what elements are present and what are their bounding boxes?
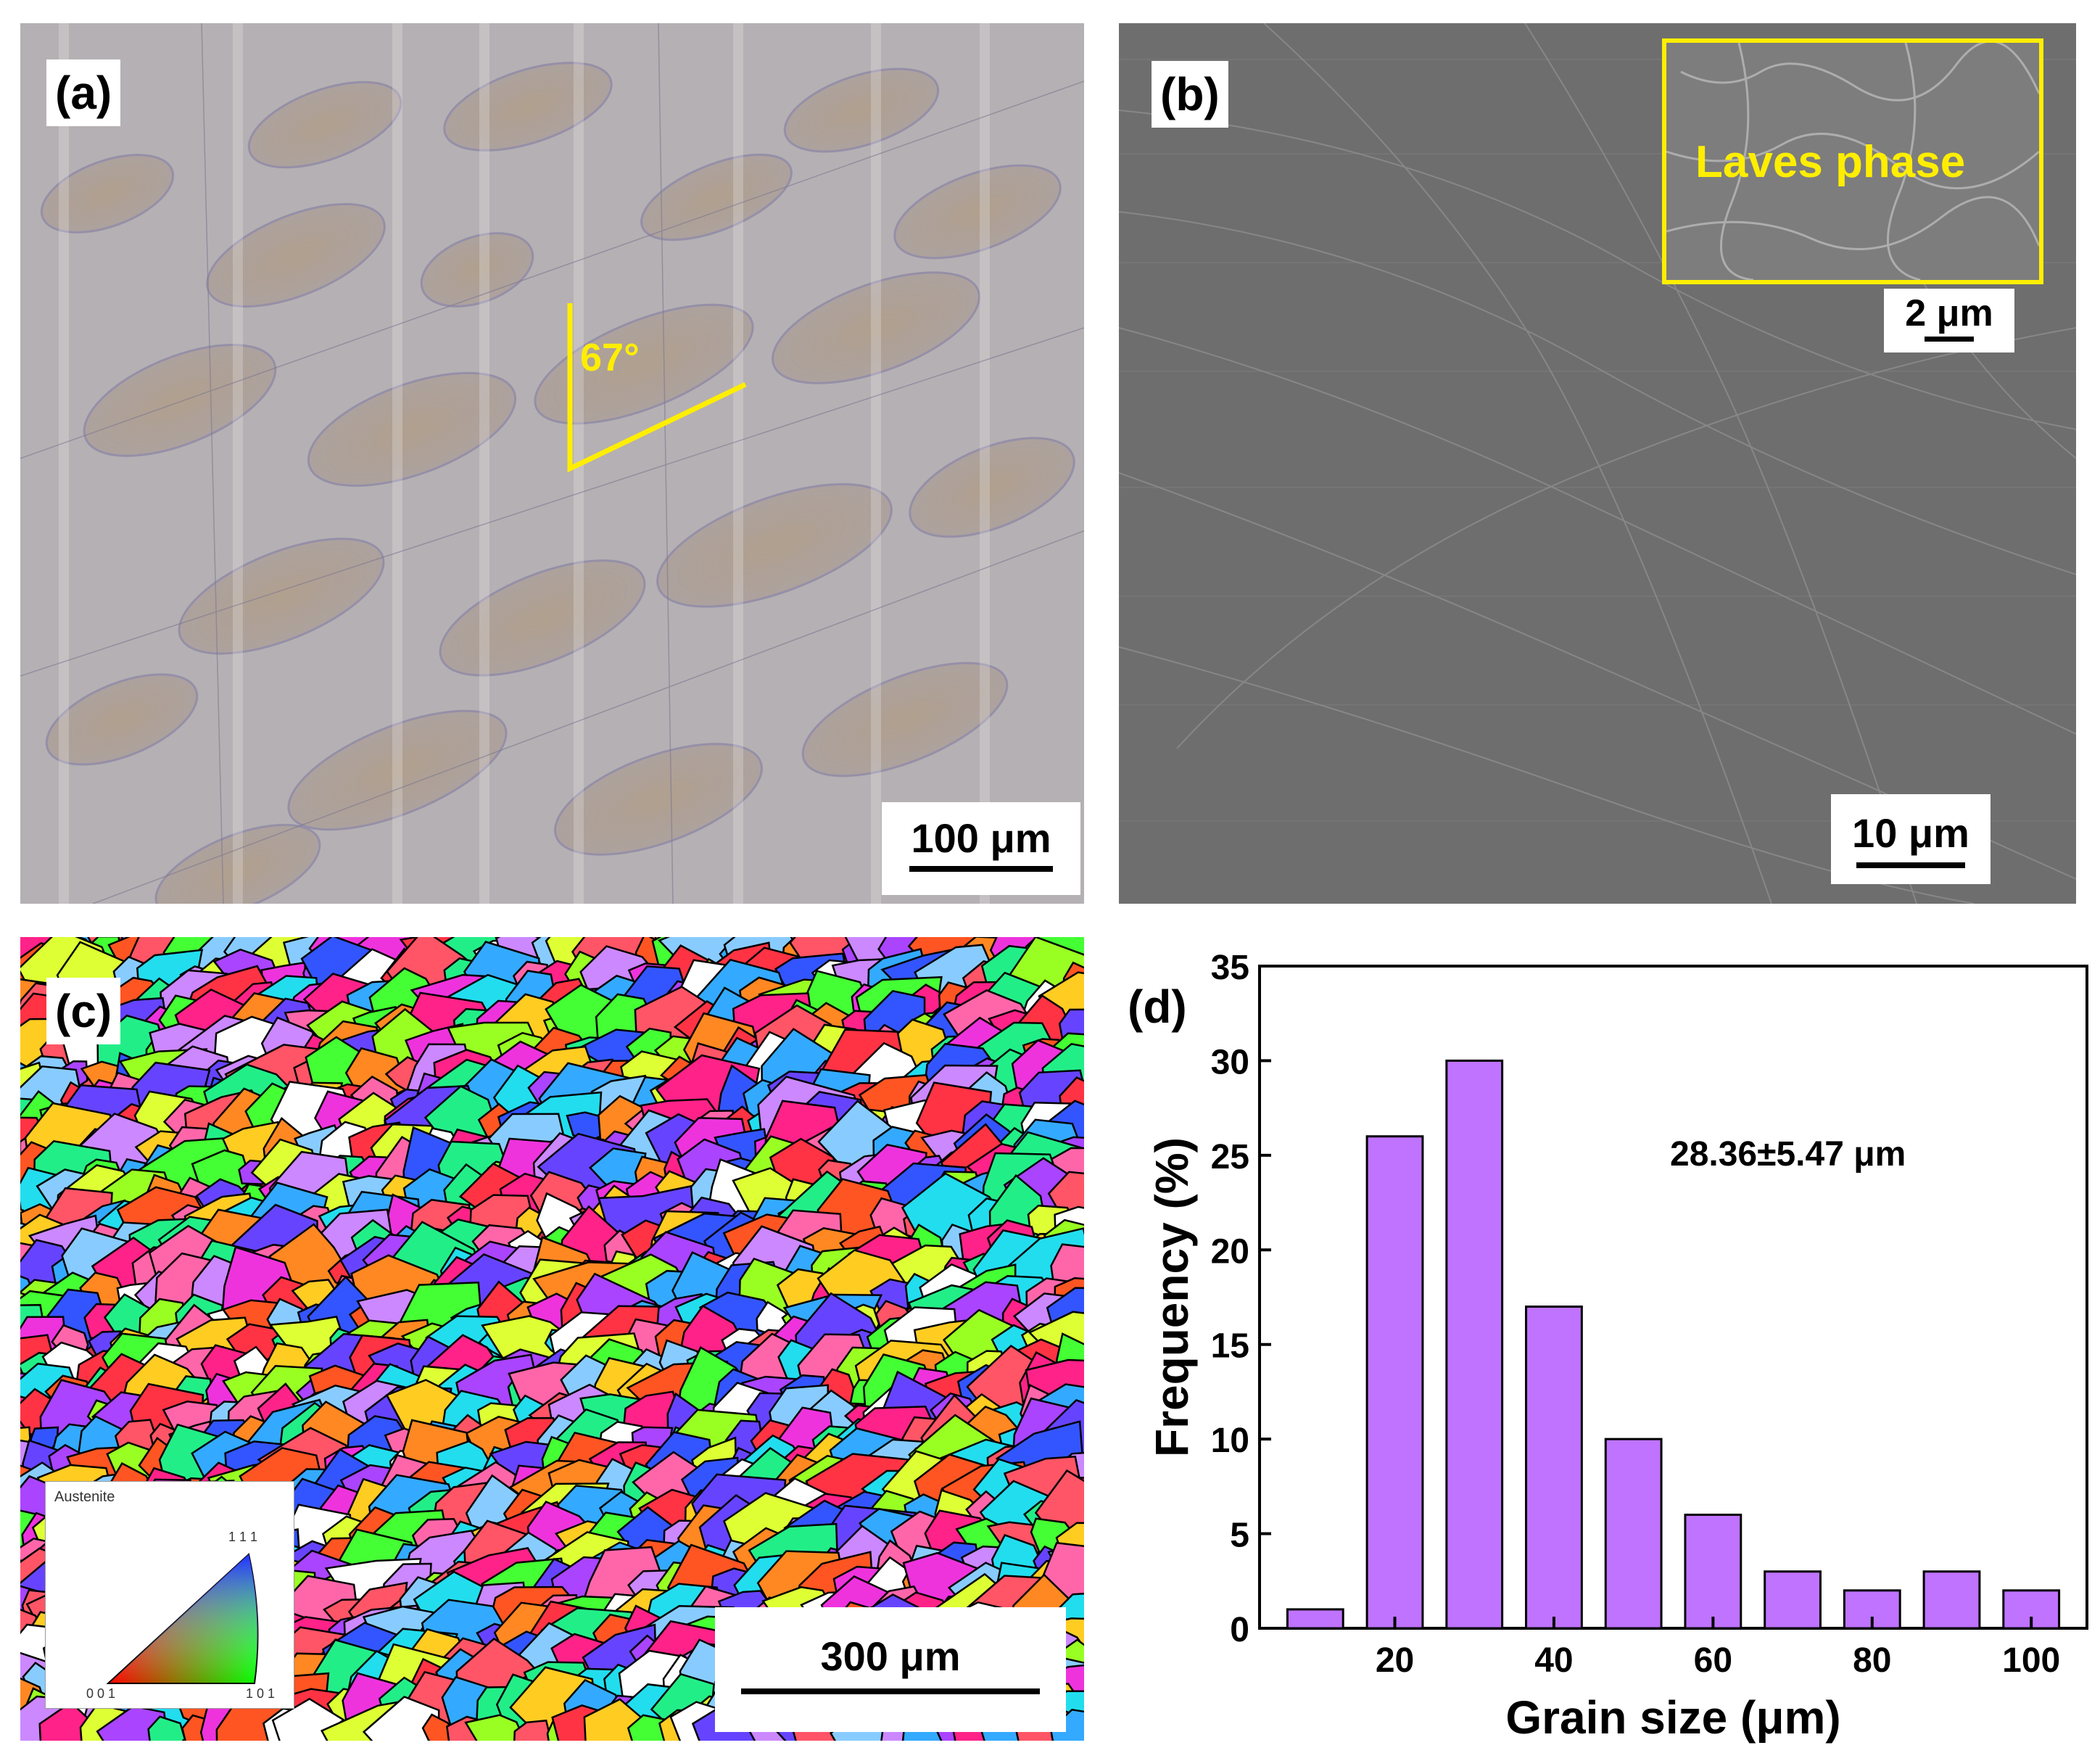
ticks-group: 0 5 10 15 20 25 30 35 20 40 60 80 100 [1211, 949, 2061, 1680]
bar-20 [1365, 1135, 1424, 1630]
inset-scale-bar: 2 μm [1884, 289, 2014, 352]
angle-label: 67° [580, 336, 640, 379]
ebsd-orientation-map [20, 937, 1084, 1741]
scale-bar: 100 μm [882, 802, 1080, 895]
y-tick-label: 5 [1230, 1517, 1249, 1555]
inset-scale-bar-label: 2 μm [1905, 292, 1993, 334]
bar-30 [1445, 1059, 1504, 1630]
scale-bar: 10 μm [1831, 794, 1991, 884]
laves-phase-inset: Laves phase [1662, 38, 2043, 305]
grain [464, 1714, 526, 1741]
panel-label: (d) [1128, 981, 1187, 1033]
scale-bar-label: 10 μm [1852, 810, 1969, 856]
bar-70 [1764, 1570, 1822, 1630]
growth-angle-marker [567, 303, 747, 473]
scale-bar-line [741, 1688, 1040, 1694]
panel-b-sem-micrograph: (b) Laves phase 2 μm 10 μm [1119, 23, 2076, 904]
panel-label: (b) [1152, 61, 1228, 128]
grain [513, 1719, 553, 1741]
ipf-key-111: 1 1 1 [228, 1530, 258, 1544]
ipf-key-title: Austenite [54, 1489, 115, 1505]
bar-90 [1922, 1570, 1981, 1630]
y-tick-label: 20 [1211, 1232, 1249, 1271]
panel-label: (c) [46, 978, 121, 1044]
scale-bar-line [909, 866, 1053, 872]
y-tick-label: 15 [1211, 1327, 1249, 1366]
bar-50 [1604, 1438, 1663, 1630]
ipf-key-101: 1 0 1 [246, 1686, 276, 1701]
mean-grain-size-annotation: 28.36±5.47 μm [1670, 1135, 1906, 1174]
scale-bar-line [1856, 862, 1965, 868]
scale-bar-label: 300 μm [820, 1633, 961, 1679]
ipf-key-001: 0 0 1 [86, 1686, 116, 1701]
y-axis-label: Frequency (%) [1146, 1137, 1198, 1457]
bar-10 [1286, 1608, 1344, 1630]
x-tick-label: 40 [1534, 1641, 1573, 1680]
laves-phase-label: Laves phase [1695, 137, 1966, 187]
x-tick-label: 20 [1376, 1641, 1414, 1680]
y-tick-label: 35 [1211, 949, 1249, 987]
panel-label: (a) [46, 59, 121, 126]
y-tick-label: 10 [1211, 1422, 1249, 1460]
bar-60 [1684, 1513, 1743, 1630]
panel-d-grain-size-histogram: 0 5 10 15 20 25 30 35 20 40 60 80 100 Grain size (μm… [1119, 937, 2100, 1761]
y-tick-label: 30 [1211, 1043, 1249, 1081]
x-axis-label: Grain size (μm) [1505, 1691, 1840, 1744]
x-tick-label: 100 [2002, 1641, 2060, 1680]
panel-c-ebsd-map: (c) Austenite 1 1 1 0 0 1 1 0 1 300 μm [20, 937, 1084, 1741]
grain [147, 1715, 186, 1741]
scale-bar-label: 100 μm [911, 815, 1051, 861]
inset-scale-bar-line [1925, 337, 1974, 342]
panel-a-optical-micrograph: (a) 67° 100 μm [20, 23, 1084, 904]
x-tick-label: 60 [1694, 1641, 1732, 1680]
y-tick-label: 0 [1230, 1611, 1249, 1649]
y-tick-label: 25 [1211, 1138, 1249, 1176]
bars-group [1286, 1059, 2061, 1630]
grain-size-chart: 0 5 10 15 20 25 30 35 20 40 60 80 100 Grain size (μm… [1146, 949, 2088, 1744]
bar-40 [1525, 1306, 1583, 1630]
laves-phase-inset-image [1666, 43, 2039, 280]
ipf-triangle [106, 1553, 259, 1684]
grain [362, 1696, 440, 1741]
optical-micrograph-image [20, 23, 1084, 904]
ipf-color-key: Austenite 1 1 1 0 0 1 1 0 1 [45, 1481, 294, 1709]
scale-bar: 300 μm [715, 1607, 1066, 1732]
x-tick-label: 80 [1853, 1641, 1891, 1680]
